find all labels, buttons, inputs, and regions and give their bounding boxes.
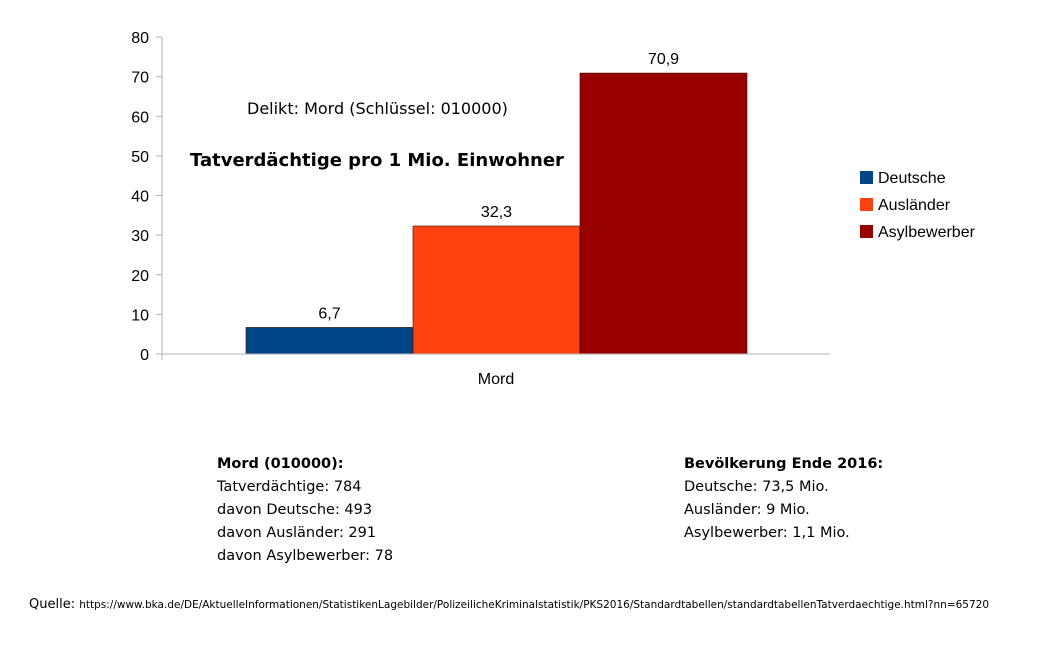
y-axis-ticks: 0 10 20 30 40 50 60 70 80 (131, 30, 162, 364)
annotation-title: Tatverdächtige pro 1 Mio. Einwohner (190, 150, 564, 171)
y-tick-label: 0 (140, 347, 149, 364)
legend-swatch (860, 225, 873, 238)
legend-label: Asylbewerber (878, 224, 976, 241)
population-line: Deutsche: 73,5 Mio. (684, 479, 829, 495)
murder-stats-heading: Mord (010000): (217, 456, 344, 472)
y-tick-label: 60 (131, 109, 149, 126)
legend-swatch (860, 171, 873, 184)
legend-label: Ausländer (878, 197, 951, 214)
data-label: 70,9 (648, 51, 679, 68)
data-label: 32,3 (481, 204, 512, 221)
bar-2 (412, 225, 581, 355)
bars (245, 72, 748, 355)
y-tick-label: 80 (131, 30, 149, 47)
population-block: Bevölkerung Ende 2016: Deutsche: 73,5 Mi… (684, 453, 883, 545)
bar-chart: 0 10 20 30 40 50 60 70 80 6,7 32,3 70,9 Mord Delik… (131, 30, 976, 388)
data-label: 6,7 (318, 305, 340, 322)
y-tick-label: 10 (131, 307, 149, 324)
murder-stats-line: davon Ausländer: 291 (217, 525, 377, 541)
population-line: Ausländer: 9 Mio. (684, 502, 810, 518)
murder-stats-line: davon Deutsche: 493 (217, 502, 373, 518)
y-tick-label: 40 (131, 189, 149, 206)
population-heading: Bevölkerung Ende 2016: (684, 456, 884, 472)
x-category-label: Mord (478, 371, 514, 388)
bar-3 (579, 72, 748, 355)
data-labels: 6,7 32,3 70,9 (318, 51, 679, 322)
legend-swatch (860, 198, 873, 211)
murder-stats-line: davon Asylbewerber: 78 (217, 548, 394, 564)
legend: Deutsche Ausländer Asylbewerber (860, 170, 976, 241)
source-label: Quelle: (29, 597, 76, 612)
annotation-delikt: Delikt: Mord (Schlüssel: 010000) (247, 99, 508, 118)
legend-label: Deutsche (878, 170, 946, 187)
y-tick-label: 70 (131, 70, 149, 87)
murder-stats-line: Tatverdächtige: 784 (217, 479, 362, 495)
source-line: Quelle: https://www.bka.de/DE/AktuelleIn… (29, 597, 989, 612)
source-url[interactable]: https://www.bka.de/DE/AktuelleInformatio… (79, 599, 989, 611)
population-line: Asylbewerber: 1,1 Mio. (684, 525, 850, 541)
y-tick-label: 20 (131, 268, 149, 285)
y-tick-label: 50 (131, 149, 149, 166)
murder-stats-block: Mord (010000): Tatverdächtige: 784 davon… (217, 453, 393, 568)
y-tick-label: 30 (131, 228, 149, 245)
bar-1 (245, 327, 414, 355)
